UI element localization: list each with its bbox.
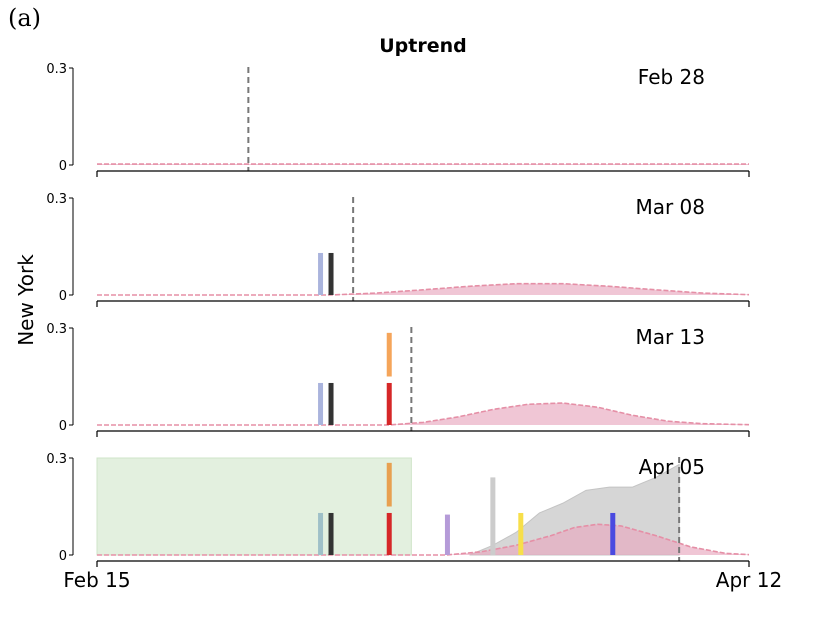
event-marker-bar <box>328 252 334 295</box>
y-tick-label-max: 0.3 <box>46 452 67 467</box>
forecast-area <box>97 403 749 425</box>
y-tick-label-max: 0.3 <box>46 322 67 337</box>
panel-date-label: Apr 05 <box>639 455 705 479</box>
event-marker-bar <box>328 512 334 555</box>
event-marker-bar <box>490 477 496 555</box>
panel-date-label: Mar 08 <box>635 195 705 219</box>
panel-date-label: Mar 13 <box>635 325 705 349</box>
event-marker-bar <box>386 512 392 555</box>
panels-group: 0.3 0 Feb 28 0.3 0 Mar 08 0.3 0 Mar 13 0.3 0 Apr 05 <box>46 62 750 567</box>
forecast-line <box>97 402 750 426</box>
y-tick-label-zero: 0 <box>59 289 67 304</box>
event-marker-bar <box>318 382 324 425</box>
training-window-shade <box>96 457 412 556</box>
x-tick-label-start: Feb 15 <box>63 568 130 592</box>
panel-date-label: Feb 28 <box>638 65 705 89</box>
event-marker-bar <box>444 514 450 555</box>
panel-label: (a) <box>8 4 42 32</box>
event-marker-bar <box>328 382 334 425</box>
forecast-line <box>97 523 750 556</box>
forecast-line <box>97 282 750 296</box>
forecast-area <box>97 283 749 295</box>
event-marker-bar <box>318 252 324 295</box>
event-marker-bar <box>386 332 392 377</box>
event-marker-bar <box>518 512 524 555</box>
event-marker-bar <box>610 512 616 555</box>
event-marker-bar <box>386 382 392 425</box>
x-tick-label-end: Apr 12 <box>716 568 782 592</box>
forecast-area <box>97 524 749 555</box>
y-tick-label-zero: 0 <box>59 159 67 174</box>
y-tick-label-max: 0.3 <box>46 62 67 77</box>
event-marker-bar <box>318 512 324 555</box>
y-axis-title: New York <box>14 254 38 346</box>
chart-title: Uptrend <box>379 35 467 57</box>
y-tick-label-zero: 0 <box>59 549 67 564</box>
y-tick-label-max: 0.3 <box>46 192 67 207</box>
event-marker-bar <box>386 462 392 507</box>
y-tick-label-zero: 0 <box>59 419 67 434</box>
